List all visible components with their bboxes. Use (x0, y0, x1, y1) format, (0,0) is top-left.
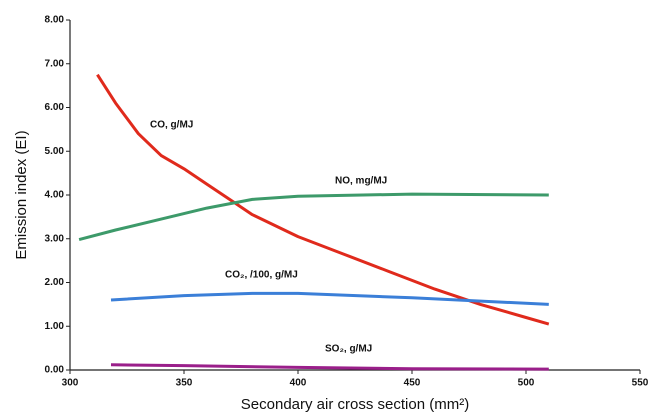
x-tick-label: 300 (62, 378, 79, 389)
y-tick-label: 7.00 (45, 58, 65, 69)
y-tick-label: 3.00 (45, 233, 65, 244)
y-tick-label: 8.00 (45, 15, 65, 26)
y-tick-label: 6.00 (45, 102, 65, 113)
y-axis-label: Emission index (EI) (13, 130, 30, 259)
y-tick-label: 5.00 (45, 146, 65, 157)
series-line (78, 192, 549, 242)
x-tick-label: 400 (290, 378, 307, 389)
series-line (110, 291, 549, 306)
x-tick-label: 550 (632, 378, 649, 389)
x-tick-label: 350 (176, 378, 193, 389)
y-tick-label: 2.00 (45, 277, 65, 288)
series-label: SO₂, g/MJ (325, 344, 372, 355)
series-label: NO, mg/MJ (335, 176, 387, 187)
x-tick-label: 450 (404, 378, 421, 389)
y-tick-label: 0.00 (45, 365, 65, 376)
series-label: CO₂, /100, g/MJ (225, 270, 298, 281)
series-line (96, 73, 550, 326)
series-line (110, 363, 549, 371)
x-axis-label: Secondary air cross section (mm²) (241, 396, 469, 413)
y-tick-label: 1.00 (45, 321, 65, 332)
y-tick-label: 4.00 (45, 190, 65, 201)
series-label: CO, g/MJ (150, 120, 193, 131)
x-tick-label: 500 (518, 378, 535, 389)
